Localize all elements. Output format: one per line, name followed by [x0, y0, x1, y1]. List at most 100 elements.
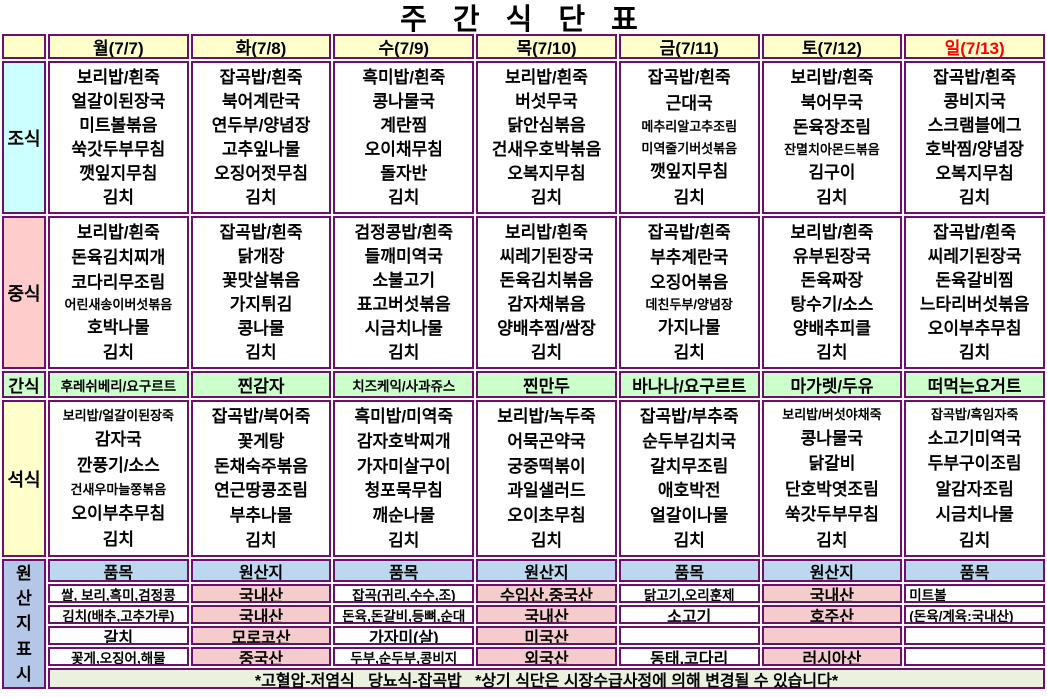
- menu-item: 김치: [958, 343, 991, 363]
- snack-row: 간식 후레쉬베리/요구르트 찐감자 치즈케익/사과쥬스 찐만두 바나나/요구르트 마가렛/두…: [2, 371, 1045, 398]
- footer-note: *고혈압-저염식 당뇨식-잡곡밥 *상기 식단은 시장수급사정에 의해 변경될 …: [48, 668, 1045, 690]
- menu-cell: 보리밥/흰죽 얼갈이된장국 미트볼볶음 쑥갓두부무침 깻잎지무침 김치: [48, 61, 189, 214]
- origin-value-cell: 미국산: [476, 626, 617, 645]
- menu-item: 김치: [102, 188, 134, 208]
- menu-item: 감자호박찌개: [356, 431, 451, 451]
- menu-item: 오징어젓무침: [214, 164, 308, 184]
- menu-item: 돈육김치볶음: [499, 270, 594, 290]
- origin-item-cell: (돈육/계육:국내산): [904, 605, 1045, 624]
- menu-item: 돈채숙주볶음: [214, 456, 308, 476]
- menu-item: 호박나물: [87, 318, 150, 338]
- menu-item: 얼갈이된장국: [71, 91, 166, 111]
- menu-item: 연두부/양념장: [211, 115, 311, 135]
- menu-item: 양배추찜/쌈장: [497, 319, 596, 339]
- menu-item: 잔멸치아몬드볶음: [784, 142, 880, 158]
- menu-cell: 보리밥/흰죽 버섯무국 닭안심볶음 건새우호박볶음 오복지무침 김치: [476, 61, 617, 214]
- menu-cell: 보리밥/얼갈이된장죽 감자국 깐풍기/소스 건새우마늘쫑볶음 오이부추무침 김치: [48, 400, 189, 557]
- origin-item-cell: 동태,코다리: [618, 647, 760, 666]
- menu-cell: 잡곡밥/흰죽 콩비지국 스크램블에그 호박찜/양념장 오복지무침 김치: [904, 61, 1045, 214]
- menu-cell: 보리밥/흰죽 유부된장국 돈육짜장 탕수기/소스 양배추피클 김치: [761, 216, 903, 369]
- menu-item: 소불고기: [372, 270, 436, 290]
- origin-label-char: 표: [16, 639, 32, 659]
- origin-item-cell: 가자미(살): [333, 626, 475, 645]
- menu-item: 건새우마늘쫑볶음: [70, 482, 167, 498]
- menu-item: 잡곡밥/흰죽: [647, 68, 731, 88]
- snack-cell: 찐감자: [190, 371, 332, 398]
- menu-item: 오이초무침: [507, 506, 586, 526]
- menu-item: 김치: [816, 188, 848, 208]
- menu-item: 잡곡밥/부추죽: [639, 406, 739, 426]
- menu-item: 부추계란국: [650, 247, 729, 267]
- menu-item: 보리밥/흰죽: [76, 222, 160, 242]
- menu-item: 닭안심볶음: [507, 115, 586, 135]
- menu-item: 갈치무조림: [650, 456, 729, 476]
- menu-item: 과일샐러드: [507, 481, 586, 501]
- menu-item: 부추나물: [229, 506, 293, 526]
- menu-item: 연근땅콩조림: [214, 481, 308, 501]
- menu-item: 돈육짜장: [800, 270, 864, 290]
- origin-header-cell: 원산지: [476, 559, 617, 582]
- origin-value-cell: 국내산: [476, 605, 617, 624]
- menu-item: 김치: [958, 188, 991, 208]
- menu-item: 보리밥/흰죽: [76, 67, 160, 87]
- menu-item: 오징어볶음: [650, 272, 729, 292]
- menu-item: 코다리무조림: [71, 272, 166, 292]
- menu-item: 잡곡밥/흰죽: [219, 222, 303, 242]
- menu-item: 보리밥/흰죽: [790, 222, 874, 242]
- menu-item: 김구이: [808, 163, 856, 183]
- origin-item-cell: [618, 626, 760, 645]
- menu-item: 시금치나물: [935, 505, 1014, 525]
- menu-item: 잡곡밥/흰죽: [219, 67, 303, 87]
- origin-value-cell: [761, 626, 903, 645]
- menu-item: 김치: [388, 531, 420, 551]
- menu-cell: 검정콩밥/흰죽 들깨미역국 소불고기 표고버섯볶음 시금치나물 김치: [333, 216, 475, 369]
- origin-value-cell: 국내산: [190, 605, 332, 624]
- menu-item: 오이채무침: [364, 140, 443, 160]
- origin-value-cell: 수입산,중국산: [476, 584, 617, 603]
- menu-item: 가지나물: [657, 318, 721, 338]
- origin-header-cell: 원산지: [190, 559, 332, 582]
- origin-data-row-0: 쌀, 보리,흑미,검정콩 국내산 잡곡(귀리,수수,조) 수입산,중국산 닭고기,오리훈…: [48, 584, 1045, 603]
- origin-item-cell: 잡곡(귀리,수수,조): [333, 584, 475, 603]
- menu-item: 소고기미역국: [927, 428, 1022, 448]
- menu-item: 미트볼볶음: [79, 115, 158, 135]
- origin-header-cell: 품목: [333, 559, 475, 582]
- origin-value-cell: 외국산: [476, 647, 617, 666]
- origin-data-row-2: 갈치 모로코산 가자미(살) 미국산: [48, 626, 1045, 645]
- menu-item: 데친두부/양념장: [645, 297, 733, 313]
- menu-item: 김치: [816, 530, 848, 550]
- menu-item: 청포묵무침: [364, 481, 443, 501]
- origin-item-cell: 쌀, 보리,흑미,검정콩: [48, 584, 189, 603]
- menu-item: 북어계란국: [221, 91, 301, 111]
- menu-item: 얼갈이나물: [650, 506, 729, 526]
- menu-item: 잡곡밥/흰죽: [647, 222, 731, 242]
- day-header-cell-0: 월(7/7): [48, 34, 189, 59]
- menu-item: 돌자반: [380, 164, 428, 184]
- menu-item: 어린새송이버섯볶음: [64, 297, 173, 313]
- snack-cell: 찐만두: [476, 371, 617, 398]
- menu-item: 계란찜: [380, 115, 428, 135]
- breakfast-row: 조식 보리밥/흰죽 얼갈이된장국 미트볼볶음 쑥갓두부무침 깻잎지무침 김치 잡곡밥/흰죽 북어…: [2, 61, 1045, 214]
- menu-cell: 잡곡밥/흰죽 근대국 메추리알고추조림 미역줄기버섯볶음 깻잎지무침 김치: [618, 61, 760, 214]
- menu-cell: 흑미밥/흰죽 콩나물국 계란찜 오이채무침 돌자반 김치: [333, 61, 475, 214]
- menu-item: 콩나물국: [800, 428, 864, 448]
- origin-header-row: 품목 원산지 품목 원산지 품목 원산지 품목: [48, 559, 1045, 582]
- menu-item: 잡곡밥/북어죽: [211, 406, 311, 426]
- origin-item-cell: 돈육,돈갈비,등뼈,순대: [333, 605, 475, 624]
- menu-item: 탕수기/소스: [790, 295, 874, 315]
- origin-label-char: 원: [16, 564, 32, 584]
- menu-item: 가자미살구이: [356, 456, 451, 476]
- menu-item: 김치: [388, 343, 420, 363]
- menu-item: 감자국: [94, 429, 142, 449]
- day-header-cell-3: 목(7/10): [476, 34, 617, 59]
- snack-cell: 떠먹는요거트: [904, 371, 1045, 398]
- origin-value-cell: 모로코산: [190, 626, 332, 645]
- menu-item: 흑미밥/흰죽: [362, 67, 446, 87]
- menu-cell: 보리밥/흰죽 씨레기된장국 돈육김치볶음 감자채볶음 양배추찜/쌈장 김치: [476, 216, 617, 369]
- menu-item: 김치: [530, 188, 563, 208]
- menu-item: 김치: [530, 531, 563, 551]
- menu-item: 깨순나물: [372, 506, 436, 526]
- menu-item: 잡곡밥/흰죽: [933, 222, 1017, 242]
